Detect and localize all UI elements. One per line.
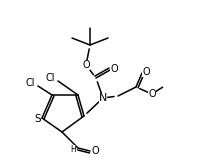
- Text: O: O: [142, 67, 150, 77]
- Text: Cl: Cl: [25, 78, 35, 88]
- Text: N: N: [99, 93, 107, 103]
- Text: H: H: [70, 145, 76, 154]
- Text: O: O: [91, 146, 99, 156]
- Text: Cl: Cl: [45, 73, 55, 83]
- Text: O: O: [148, 89, 156, 99]
- Text: S: S: [35, 114, 41, 124]
- Text: O: O: [82, 60, 90, 70]
- Text: O: O: [110, 64, 118, 74]
